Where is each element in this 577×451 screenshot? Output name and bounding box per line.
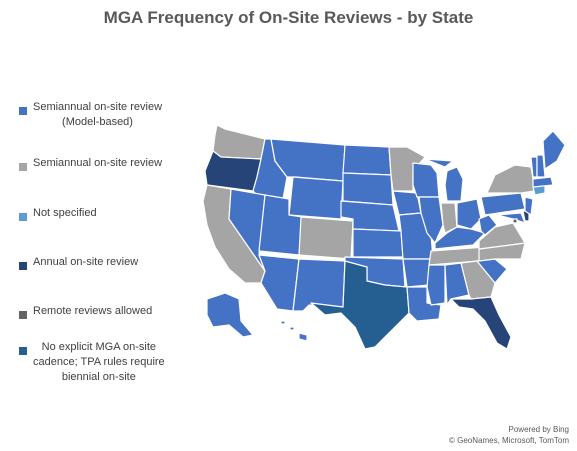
state-kentucky[interactable] [434, 226, 486, 250]
legend-item-not-specified: Not specified [19, 206, 97, 221]
state-alaska[interactable] [206, 292, 254, 338]
legend-item-remote: Remote reviews allowed [19, 304, 152, 319]
us-states-map [202, 124, 566, 350]
legend-swatch [19, 311, 27, 319]
state-new-jersey[interactable] [524, 196, 534, 216]
legend-item-semiannual: Semiannual on-site review [19, 156, 162, 171]
state-ohio[interactable] [456, 198, 482, 230]
state-mississippi[interactable] [426, 264, 446, 306]
map-credit-provider: Powered by Bing [508, 425, 569, 434]
state-maryland[interactable] [496, 212, 526, 224]
legend-swatch [19, 107, 27, 115]
legend-item-biennial-tpa: No explicit MGA on-site cadence; TPA rul… [19, 340, 165, 385]
state-washington[interactable] [212, 124, 266, 160]
legend-label: Semiannual on-site review (Model-based) [33, 101, 163, 128]
state-massachusetts[interactable] [532, 176, 554, 188]
legend-item-model-based: Semiannual on-site review (Model-based) [19, 100, 162, 130]
legend-swatch [19, 262, 27, 270]
legend-swatch [19, 213, 27, 221]
state-wyoming[interactable] [288, 176, 344, 220]
state-colorado[interactable] [298, 216, 354, 260]
state-south-dakota[interactable] [342, 172, 394, 206]
legend-label: Annual on-site review [33, 256, 139, 268]
state-michigan[interactable] [424, 158, 464, 202]
legend-swatch [19, 347, 27, 355]
state-new-mexico[interactable] [292, 258, 346, 312]
state-pennsylvania[interactable] [480, 192, 526, 216]
state-dc[interactable] [512, 218, 518, 224]
state-arizona[interactable] [258, 254, 300, 312]
state-kansas[interactable] [352, 228, 404, 258]
state-wisconsin[interactable] [412, 162, 440, 198]
state-new-york[interactable] [486, 164, 536, 194]
map-credit-attribution: © GeoNames, Microsoft, TomTom [449, 436, 569, 445]
state-texas[interactable] [310, 260, 410, 350]
state-alabama[interactable] [444, 262, 470, 306]
legend-swatch [19, 163, 27, 171]
state-north-dakota[interactable] [342, 144, 392, 176]
legend-label: Semiannual on-site review [33, 157, 163, 169]
legend-item-annual: Annual on-site review [19, 255, 138, 270]
legend-label: Not specified [33, 207, 97, 219]
state-new-hampshire[interactable] [536, 154, 546, 178]
state-maine[interactable] [542, 130, 566, 170]
state-hawaii[interactable] [280, 320, 308, 342]
legend-label: Remote reviews allowed [33, 305, 153, 317]
legend-label: No explicit MGA on-site cadence; TPA rul… [33, 341, 165, 383]
state-florida[interactable] [450, 296, 512, 350]
map-title: MGA Frequency of On-Site Reviews - by St… [103, 8, 474, 27]
state-west-virginia[interactable] [478, 214, 498, 236]
